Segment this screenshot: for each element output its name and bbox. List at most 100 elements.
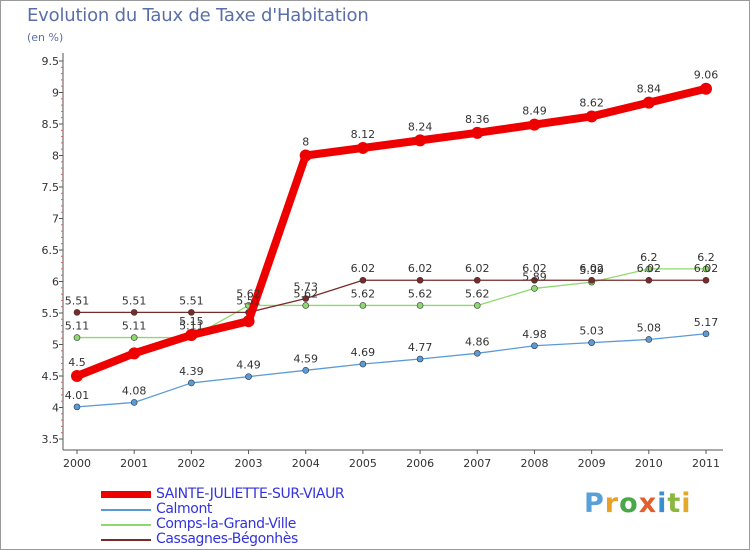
data-point	[416, 355, 424, 363]
data-point	[359, 276, 367, 284]
legend-label: Cassagnes-Bégonhès	[156, 531, 298, 547]
data-point	[130, 309, 138, 316]
y-tick-label: 8	[52, 150, 59, 163]
y-tick-label: 6.5	[42, 244, 60, 257]
x-tick-label: 2010	[635, 457, 663, 470]
axes: 3.5 4 4.5 5 5.5 6 6.5 7 7.5 8 8.5 9 9.5 2000 2001 2002 2…	[42, 53, 723, 470]
data-point	[185, 329, 198, 342]
data-label: 8.49	[522, 105, 547, 118]
data-point	[302, 302, 310, 309]
data-point	[359, 360, 367, 368]
data-label: 8.36	[465, 113, 490, 126]
legend-item-cassagnes: Cassagnes-Bégonhès	[101, 531, 461, 547]
data-point	[531, 276, 538, 284]
data-label: 6.02	[637, 262, 662, 275]
data-point	[302, 367, 310, 374]
data-point	[473, 276, 481, 284]
data-label: 6.02	[408, 262, 433, 275]
data-point	[473, 350, 481, 357]
data-point	[702, 330, 710, 338]
data-point	[531, 285, 538, 292]
data-point	[416, 302, 424, 309]
data-label: 4.59	[293, 352, 318, 365]
data-point	[645, 265, 653, 273]
x-tick-label: 2011	[692, 457, 720, 470]
x-tick-label: 2008	[520, 457, 548, 470]
data-point	[700, 82, 712, 95]
data-label: 4.69	[351, 346, 376, 359]
data-point	[302, 295, 310, 302]
legend-label: Calmont	[156, 501, 213, 517]
data-label: 6.2	[640, 251, 658, 264]
data-point	[702, 265, 710, 273]
data-point	[702, 276, 710, 284]
data-point	[416, 276, 424, 284]
data-label: 6.02	[351, 262, 376, 275]
y-tick-label: 3.5	[42, 433, 60, 446]
data-label: 5.62	[236, 287, 261, 300]
legend-item-sainte-juliette: SAINTE-JULIETTE-SUR-VIAUR	[101, 486, 461, 502]
series-line-1	[76, 333, 707, 408]
data-point	[188, 309, 195, 316]
data-labels: 4.5 5.15 8 8.12 8.24 8.36 8.49 8.62 8.84 9.06 4.01…	[65, 69, 719, 402]
data-label: 4.77	[408, 341, 433, 354]
x-tick-label: 2006	[406, 457, 434, 470]
legend-label: Comps-la-Grand-Ville	[156, 516, 296, 532]
data-point	[71, 370, 83, 382]
legend-label: SAINTE-JULIETTE-SUR-VIAUR	[156, 486, 345, 502]
x-tick-label: 2001	[120, 457, 148, 470]
data-label: 5.11	[122, 320, 147, 333]
data-point	[414, 134, 427, 147]
y-tick-label: 8.5	[42, 118, 60, 131]
data-label: 4.39	[179, 365, 204, 378]
data-label: 5.15	[179, 315, 204, 328]
y-tick-label: 9	[52, 87, 59, 100]
data-point	[585, 110, 598, 123]
data-point	[73, 334, 81, 341]
data-label: 5.62	[465, 287, 490, 300]
x-tick-label: 2007	[463, 457, 491, 470]
x-tick-label: 2004	[292, 457, 320, 470]
data-label: 4.01	[65, 389, 90, 402]
series-line-3	[76, 279, 707, 314]
data-label: 5.73	[293, 281, 318, 294]
data-label: 8.84	[637, 83, 662, 96]
y-tick-label: 9.5	[42, 55, 60, 68]
data-point	[473, 302, 481, 309]
data-point	[588, 339, 595, 346]
data-point	[130, 334, 138, 341]
y-tick-label: 6	[52, 276, 59, 289]
data-point	[299, 149, 312, 162]
data-point	[128, 347, 141, 360]
data-label: 4.08	[122, 384, 147, 397]
data-label: 6.2	[697, 251, 715, 264]
x-tick-label: 2009	[578, 457, 606, 470]
legend-swatch	[101, 539, 151, 541]
data-point	[531, 342, 538, 350]
data-point	[588, 276, 595, 284]
data-label: 5.08	[637, 321, 662, 334]
data-point	[245, 373, 252, 380]
data-label: 6.02	[522, 262, 547, 275]
y-tick-label: 7.5	[42, 181, 60, 194]
legend-swatch	[101, 509, 151, 511]
x-tick-label: 2003	[235, 457, 263, 470]
legend: SAINTE-JULIETTE-SUR-VIAUR Calmont Comps-…	[101, 486, 461, 547]
data-label: 5.62	[351, 287, 376, 300]
chart-title: Evolution du Taux de Taxe d'Habitation	[27, 5, 369, 26]
data-label: 5.51	[236, 294, 261, 307]
data-label: 4.5	[68, 356, 86, 369]
legend-item-comps: Comps-la-Grand-Ville	[101, 516, 461, 532]
legend-swatch	[101, 524, 151, 526]
series-line-0	[73, 84, 710, 380]
legend-swatch	[101, 491, 151, 498]
data-point	[356, 141, 369, 154]
data-label: 5.62	[408, 287, 433, 300]
y-tick-label: 7	[52, 213, 59, 226]
data-label: 5.89	[522, 270, 547, 283]
data-label: 5.51	[122, 294, 147, 307]
data-point	[73, 403, 81, 411]
x-tick-label: 2005	[349, 457, 377, 470]
